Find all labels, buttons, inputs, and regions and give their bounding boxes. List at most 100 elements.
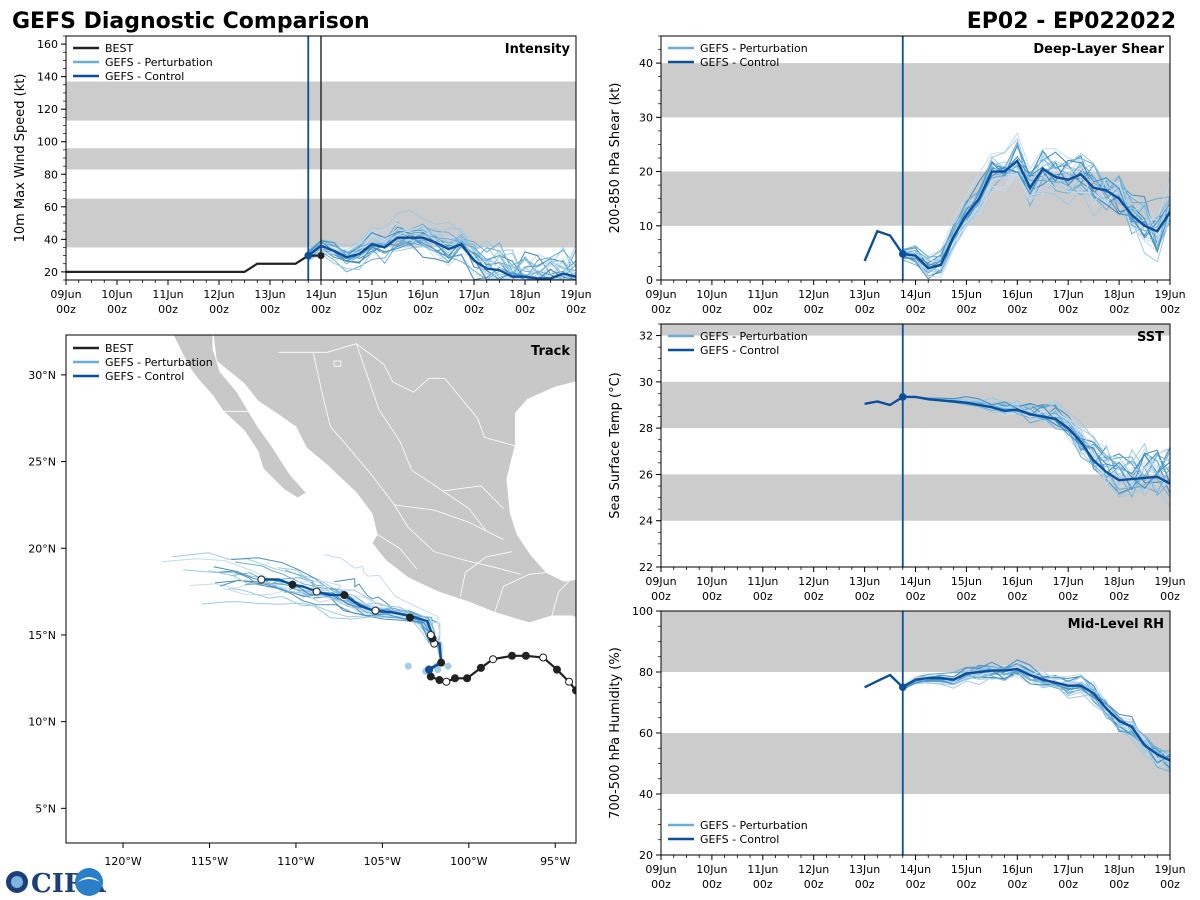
sst-xtick-label: 15Jun xyxy=(951,575,982,588)
state-border xyxy=(376,534,418,570)
sst-xtick-label-hour: 00z xyxy=(1058,590,1078,603)
track-init-point xyxy=(425,665,434,674)
sst-panel: 09Jun 00z 10Jun 00z 11Jun 00z 12Jun 00z 13Jun 00z… xyxy=(608,323,1186,603)
storm-id-title: EP02 - EP022022 xyxy=(967,9,1176,34)
intensity-xtick-label-hour: 00z xyxy=(209,303,229,316)
state-border xyxy=(356,343,413,471)
track-perturbation-point xyxy=(404,662,412,670)
rh-xtick-label: 13Jun xyxy=(849,863,880,876)
track-xtick-label: 105°W xyxy=(364,855,401,868)
shear-perturbation-line xyxy=(902,165,1170,277)
shear-xtick-label: 15Jun xyxy=(951,288,982,301)
track-control-point xyxy=(437,658,446,667)
shear-xtick-label-hour: 00z xyxy=(804,303,824,316)
shear-xtick-label-hour: 00z xyxy=(855,303,875,316)
track-best-point xyxy=(521,651,530,660)
rh-xtick-label-hour: 00z xyxy=(1109,878,1129,891)
intensity-xtick-label: 10Jun xyxy=(101,288,132,301)
rh-perturbation-line xyxy=(902,672,1170,768)
shear-xtick-label-hour: 00z xyxy=(1160,303,1180,316)
state-border xyxy=(551,580,570,617)
intensity-ytick-label: 100 xyxy=(37,136,58,149)
track-best-point xyxy=(489,655,498,664)
shear-xtick-label-hour: 00z xyxy=(651,303,671,316)
state-border xyxy=(442,485,504,509)
rh-xtick-label: 15Jun xyxy=(951,863,982,876)
track-legend-label-perturbation: GEFS - Perturbation xyxy=(105,356,213,369)
rh-xtick-label-hour: 00z xyxy=(804,878,824,891)
sst-xtick-label-hour: 00z xyxy=(957,590,977,603)
rh-band-0 xyxy=(661,733,1170,794)
shear-xtick-label: 10Jun xyxy=(696,288,727,301)
state-border xyxy=(278,343,516,447)
state-border xyxy=(411,469,487,532)
rh-control-line xyxy=(864,667,1170,762)
intensity-ylabel: 10m Max Wind Speed (kt) xyxy=(13,74,28,243)
track-control-point xyxy=(257,575,266,584)
shear-xtick-label-hour: 00z xyxy=(1007,303,1027,316)
sst-xtick-label: 11Jun xyxy=(747,575,778,588)
sst-band-1 xyxy=(661,381,1170,429)
track-best-point xyxy=(450,674,459,683)
intensity-xtick-label-hour: 00z xyxy=(515,303,535,316)
cira-logo: CIRA xyxy=(6,868,106,899)
intensity-panel-title: Intensity xyxy=(505,42,571,57)
shear-control-line xyxy=(863,158,1170,270)
track-best-point xyxy=(463,674,472,683)
rh-xtick-label-hour: 00z xyxy=(1007,878,1027,891)
sst-xtick-label-hour: 00z xyxy=(906,590,926,603)
track-ytick-label: 5°N xyxy=(35,802,56,815)
track-ytick-label: 15°N xyxy=(28,629,56,642)
sst-xtick-label-hour: 00z xyxy=(1007,590,1027,603)
intensity-perturbation-line xyxy=(307,231,576,280)
state-border xyxy=(394,504,504,540)
sst-ytick-label: 26 xyxy=(639,468,653,481)
track-perturbation-line xyxy=(223,587,442,670)
rh-xtick-label: 11Jun xyxy=(747,863,778,876)
track-control-point xyxy=(288,580,297,589)
sst-ytick-label: 30 xyxy=(639,376,653,389)
track-best-point xyxy=(572,686,576,695)
track-control-point xyxy=(371,606,380,615)
track-control-point xyxy=(340,591,349,600)
intensity-xtick-label: 18Jun xyxy=(509,288,540,301)
track-best-point xyxy=(539,653,548,662)
sst-ytick-label: 22 xyxy=(639,561,653,574)
intensity-xtick-label: 17Jun xyxy=(458,288,489,301)
sst-xtick-label-hour: 00z xyxy=(1160,590,1180,603)
shear-legend-label-perturbation: GEFS - Perturbation xyxy=(700,42,808,55)
track-xtick-label: 95°W xyxy=(540,855,570,868)
shear-xtick-label: 13Jun xyxy=(849,288,880,301)
track-perturbation-line xyxy=(268,577,442,670)
shear-perturbation-members xyxy=(902,132,1170,280)
intensity-control-line xyxy=(307,236,576,280)
sst-xtick-label: 17Jun xyxy=(1053,575,1084,588)
state-border xyxy=(459,551,513,597)
track-xtick-label: 115°W xyxy=(191,855,228,868)
shear-perturbation-line xyxy=(902,140,1170,258)
shear-xtick-label: 11Jun xyxy=(747,288,778,301)
shear-xtick-label-hour: 00z xyxy=(1109,303,1129,316)
track-best-point xyxy=(442,677,451,686)
cira-logo-emblem-icon xyxy=(75,868,103,896)
rh-legend-label-perturbation: GEFS - Perturbation xyxy=(700,819,808,832)
shear-ytick-label: 20 xyxy=(639,166,653,179)
rh-xtick-label: 09Jun xyxy=(645,863,676,876)
track-perturbation-point xyxy=(434,666,442,674)
rh-xtick-label-hour: 00z xyxy=(906,878,926,891)
intensity-xtick-label-hour: 00z xyxy=(464,303,484,316)
shear-ylabel: 200-850 hPa Shear (kt) xyxy=(608,83,623,234)
track-best-point xyxy=(476,663,485,672)
rh-ylabel: 700-500 hPa Humidity (%) xyxy=(608,647,623,819)
rh-panel: 09Jun 00z 10Jun 00z 11Jun 00z 12Jun 00z 13Jun 00z… xyxy=(608,605,1186,891)
intensity-perturbation-line xyxy=(307,227,576,279)
rh-xtick-label: 17Jun xyxy=(1053,863,1084,876)
intensity-xtick-label: 16Jun xyxy=(407,288,438,301)
track-axes-frame xyxy=(65,334,577,844)
shear-xtick-label-hour: 00z xyxy=(702,303,722,316)
track-perturbation-point xyxy=(444,662,452,670)
intensity-xtick-label: 13Jun xyxy=(254,288,285,301)
sst-xtick-label-hour: 00z xyxy=(753,590,773,603)
state-border xyxy=(408,527,521,575)
rh-perturbation-line xyxy=(902,668,1170,771)
